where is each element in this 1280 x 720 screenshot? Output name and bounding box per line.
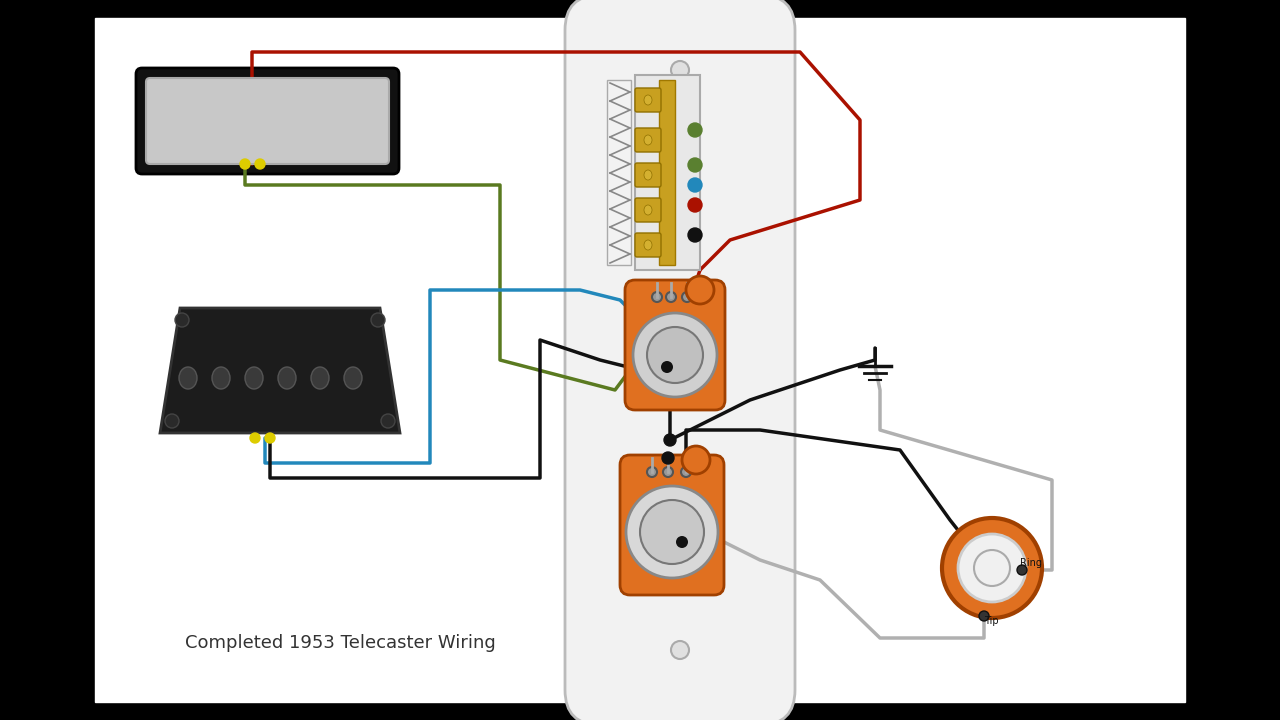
- FancyBboxPatch shape: [635, 128, 660, 152]
- Polygon shape: [160, 308, 399, 433]
- Circle shape: [666, 292, 676, 302]
- Ellipse shape: [344, 367, 362, 389]
- FancyBboxPatch shape: [635, 198, 660, 222]
- Circle shape: [682, 292, 692, 302]
- Text: Ring: Ring: [1020, 558, 1042, 568]
- Circle shape: [942, 518, 1042, 618]
- FancyBboxPatch shape: [95, 18, 1185, 702]
- Circle shape: [634, 313, 717, 397]
- Text: Tip: Tip: [984, 616, 998, 626]
- FancyBboxPatch shape: [625, 280, 724, 410]
- Circle shape: [165, 414, 179, 428]
- Circle shape: [979, 611, 989, 621]
- Circle shape: [689, 158, 701, 172]
- Ellipse shape: [644, 240, 652, 250]
- Ellipse shape: [644, 170, 652, 180]
- FancyBboxPatch shape: [146, 78, 389, 164]
- Circle shape: [250, 433, 260, 443]
- Circle shape: [689, 198, 701, 212]
- Circle shape: [381, 414, 396, 428]
- Circle shape: [660, 361, 673, 373]
- Circle shape: [371, 313, 385, 327]
- Circle shape: [689, 123, 701, 137]
- Circle shape: [676, 536, 689, 548]
- Ellipse shape: [644, 95, 652, 105]
- Ellipse shape: [212, 367, 230, 389]
- Circle shape: [671, 641, 689, 659]
- Circle shape: [646, 467, 657, 477]
- Circle shape: [671, 61, 689, 79]
- FancyBboxPatch shape: [635, 163, 660, 187]
- Circle shape: [255, 159, 265, 169]
- Ellipse shape: [179, 367, 197, 389]
- Circle shape: [626, 486, 718, 578]
- Circle shape: [652, 292, 662, 302]
- Circle shape: [663, 467, 673, 477]
- Circle shape: [686, 276, 714, 304]
- Circle shape: [974, 550, 1010, 586]
- FancyBboxPatch shape: [635, 233, 660, 257]
- Circle shape: [689, 178, 701, 192]
- Circle shape: [957, 534, 1027, 602]
- Ellipse shape: [644, 135, 652, 145]
- Circle shape: [1018, 565, 1027, 575]
- Circle shape: [646, 327, 703, 383]
- Circle shape: [241, 159, 250, 169]
- Ellipse shape: [644, 205, 652, 215]
- FancyBboxPatch shape: [620, 455, 724, 595]
- FancyBboxPatch shape: [635, 75, 700, 270]
- FancyBboxPatch shape: [635, 88, 660, 112]
- Circle shape: [682, 446, 710, 474]
- Circle shape: [175, 313, 189, 327]
- Circle shape: [640, 500, 704, 564]
- FancyBboxPatch shape: [564, 0, 795, 720]
- Bar: [659, 80, 675, 265]
- Circle shape: [265, 433, 275, 443]
- Circle shape: [664, 434, 676, 446]
- Circle shape: [662, 452, 675, 464]
- Ellipse shape: [244, 367, 262, 389]
- Circle shape: [689, 228, 701, 242]
- Ellipse shape: [278, 367, 296, 389]
- Ellipse shape: [311, 367, 329, 389]
- FancyBboxPatch shape: [136, 68, 399, 174]
- Text: Completed 1953 Telecaster Wiring: Completed 1953 Telecaster Wiring: [186, 634, 495, 652]
- Circle shape: [681, 467, 691, 477]
- Bar: [607, 80, 631, 265]
